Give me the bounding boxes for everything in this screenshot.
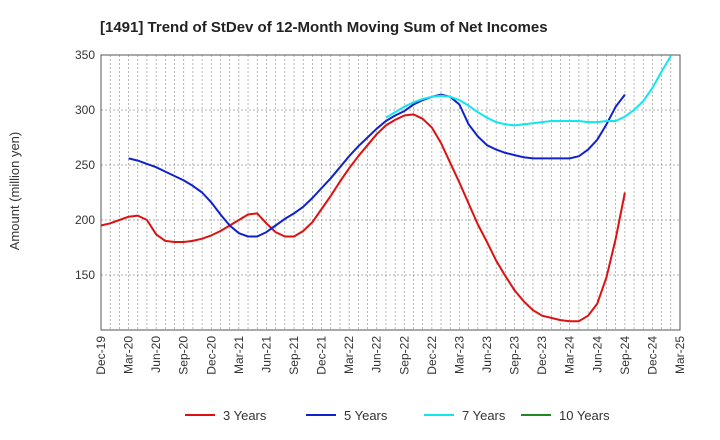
y-tick-label: 150 <box>75 268 95 282</box>
x-tick-label: Dec-24 <box>645 336 659 375</box>
y-tick-label: 200 <box>75 213 95 227</box>
legend-label-7-years: 7 Years <box>462 408 506 423</box>
y-tick-label: 350 <box>75 48 95 62</box>
legend-label-3-years: 3 Years <box>223 408 267 423</box>
grid-lines <box>101 55 680 330</box>
axes: 150 200 250 300 350 Dec-19 Mar-20 Jun-20 Sep-20 D… <box>75 48 687 375</box>
y-tick-label: 250 <box>75 158 95 172</box>
x-tick-label: Jun-23 <box>480 336 494 373</box>
x-tick-label: Dec-22 <box>425 336 439 375</box>
legend-label-10-years: 10 Years <box>559 408 610 423</box>
x-tick-label: Sep-22 <box>397 336 411 375</box>
x-tick-label: Dec-20 <box>204 336 218 375</box>
y-axis-label: Amount (million yen) <box>7 132 22 251</box>
chart-title: [1491] Trend of StDev of 12-Month Moving… <box>100 19 548 36</box>
x-tick-label: Jun-20 <box>149 336 163 373</box>
x-tick-label: Sep-23 <box>508 336 522 375</box>
y-tick-label: 300 <box>75 103 95 117</box>
x-tick-label: Sep-21 <box>287 336 301 375</box>
x-tick-label: Dec-19 <box>94 336 108 375</box>
x-tick-label: Mar-23 <box>452 336 466 374</box>
x-tick-label: Sep-20 <box>177 336 191 375</box>
series-line-5-years <box>128 93 626 238</box>
legend-label-5-years: 5 Years <box>344 408 388 423</box>
x-tick-label: Mar-25 <box>673 336 687 374</box>
x-tick-label: Jun-21 <box>259 336 273 373</box>
series-line-3-years <box>100 113 626 323</box>
x-tick-label: Mar-20 <box>122 336 136 374</box>
series-line-7-years <box>385 55 672 127</box>
x-tick-label: Mar-24 <box>563 336 577 374</box>
plot-frame <box>100 54 681 331</box>
x-tick-label: Sep-24 <box>618 336 632 375</box>
x-tick-label: Dec-21 <box>315 336 329 375</box>
x-tick-label: Jun-22 <box>370 336 384 373</box>
x-tick-label: Jun-24 <box>590 336 604 373</box>
legend: 3 Years 5 Years 7 Years 10 Years <box>185 408 610 423</box>
series-lines <box>100 55 672 323</box>
x-tick-label: Mar-21 <box>232 336 246 374</box>
x-tick-label: Mar-22 <box>342 336 356 374</box>
x-tick-label: Dec-23 <box>535 336 549 375</box>
